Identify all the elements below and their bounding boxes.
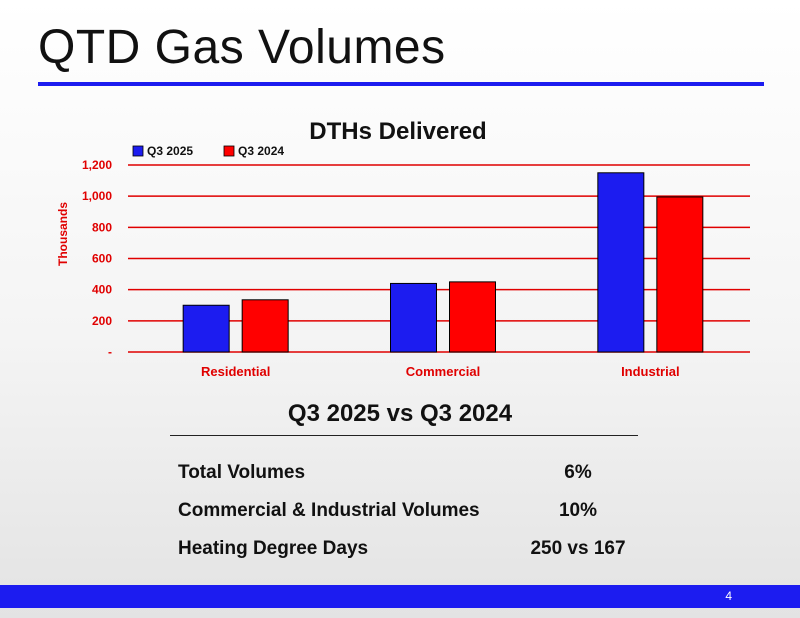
x-tick-label: Industrial <box>621 364 680 379</box>
legend-label: Q3 2025 <box>147 144 193 158</box>
x-tick-label: Commercial <box>406 364 480 379</box>
y-axis-label: Thousands <box>56 202 70 266</box>
legend-swatch <box>132 145 144 157</box>
y-tick-label: 800 <box>92 220 112 234</box>
chart-title: DTHs Delivered <box>309 118 486 145</box>
stats-label: Total Volumes <box>178 462 306 483</box>
y-tick-label: 400 <box>92 283 112 297</box>
stats-label: Heating Degree Days <box>178 538 369 559</box>
legend-swatch <box>223 145 235 157</box>
bar-chart: - 200 400 600 800 1,000 1,200 Thousands DTHs Del… <box>56 118 750 379</box>
y-tick-label: 600 <box>92 252 112 266</box>
stats-value: 10% <box>558 500 598 521</box>
legend-label: Q3 2024 <box>238 144 284 158</box>
bar-q3-2025-industrial <box>597 172 645 353</box>
x-tick-label: Residential <box>201 364 270 379</box>
page-number: 4 <box>725 589 732 603</box>
y-tick-label: 200 <box>92 314 112 328</box>
slide-title: QTD Gas Volumes <box>38 21 446 74</box>
y-tick-label: 1,000 <box>82 189 112 203</box>
bar-q3-2025-residential <box>182 304 230 353</box>
bar-q3-2025-commercial <box>390 282 437 353</box>
comparison-divider <box>170 435 638 436</box>
bar-q3-2024-residential <box>241 299 289 353</box>
stats-value: 6% <box>564 462 592 483</box>
footer-bar: 4 <box>0 585 800 608</box>
stats-label: Commercial & Industrial Volumes <box>178 500 480 521</box>
y-tick-label: - <box>108 345 112 359</box>
stats-value: 250 vs 167 <box>530 538 626 559</box>
comparison-title: Q3 2025 vs Q3 2024 <box>287 400 513 427</box>
bar-q3-2024-commercial <box>449 281 496 353</box>
y-tick-label: 1,200 <box>82 158 112 172</box>
title-divider <box>38 82 764 86</box>
bar-q3-2024-industrial <box>656 196 704 353</box>
